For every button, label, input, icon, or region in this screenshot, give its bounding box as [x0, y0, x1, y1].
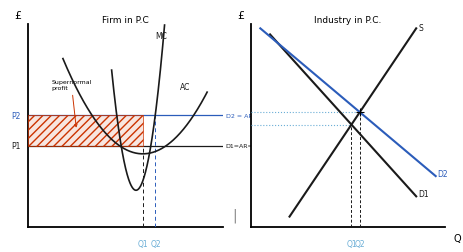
Bar [28, 116, 143, 146]
Text: D1: D1 [417, 190, 428, 199]
Text: D2: D2 [437, 169, 447, 178]
Title: Industry in P.C.: Industry in P.C. [313, 15, 381, 24]
Text: £: £ [237, 11, 244, 21]
Text: P1: P1 [12, 142, 21, 151]
Text: P2: P2 [12, 111, 21, 120]
Text: Q2: Q2 [150, 239, 161, 248]
Bar [28, 116, 143, 146]
Title: Firm in P.C: Firm in P.C [102, 15, 148, 24]
Text: Supernormal
profit: Supernormal profit [51, 80, 91, 127]
Text: Q2: Q2 [354, 239, 364, 248]
Text: £: £ [14, 11, 22, 21]
Text: Q1: Q1 [345, 239, 356, 248]
Text: AC: AC [180, 83, 190, 92]
Text: D2 = AR=MR: D2 = AR=MR [225, 113, 267, 118]
Text: MC: MC [155, 32, 167, 41]
Text: D1=AR=MR: D1=AR=MR [225, 144, 263, 149]
Text: S: S [417, 24, 422, 33]
Text: Q1: Q1 [137, 239, 148, 248]
Text: Q: Q [452, 233, 460, 243]
Text: |: | [232, 207, 236, 222]
